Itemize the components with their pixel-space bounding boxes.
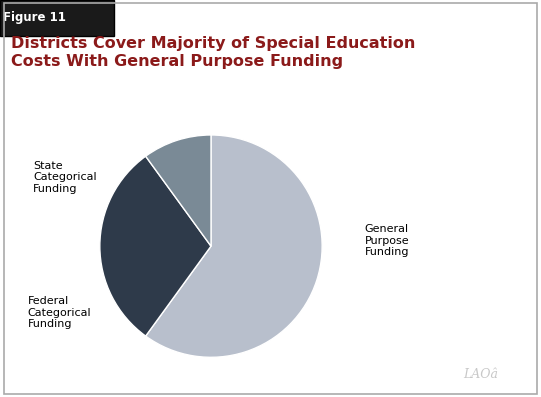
Text: State
Categorical
Funding: State Categorical Funding	[33, 161, 97, 194]
Text: LAOâ: LAOâ	[463, 368, 498, 381]
Text: Federal
Categorical
Funding: Federal Categorical Funding	[28, 296, 91, 330]
Text: General
Purpose
Funding: General Purpose Funding	[365, 224, 409, 257]
Wedge shape	[100, 156, 211, 336]
Wedge shape	[146, 135, 322, 357]
Wedge shape	[146, 135, 211, 246]
Text: Districts Cover Majority of Special Education
Costs With General Purpose Funding: Districts Cover Majority of Special Educ…	[11, 36, 415, 69]
Text: Figure 11: Figure 11	[3, 12, 65, 24]
FancyBboxPatch shape	[0, 0, 114, 36]
